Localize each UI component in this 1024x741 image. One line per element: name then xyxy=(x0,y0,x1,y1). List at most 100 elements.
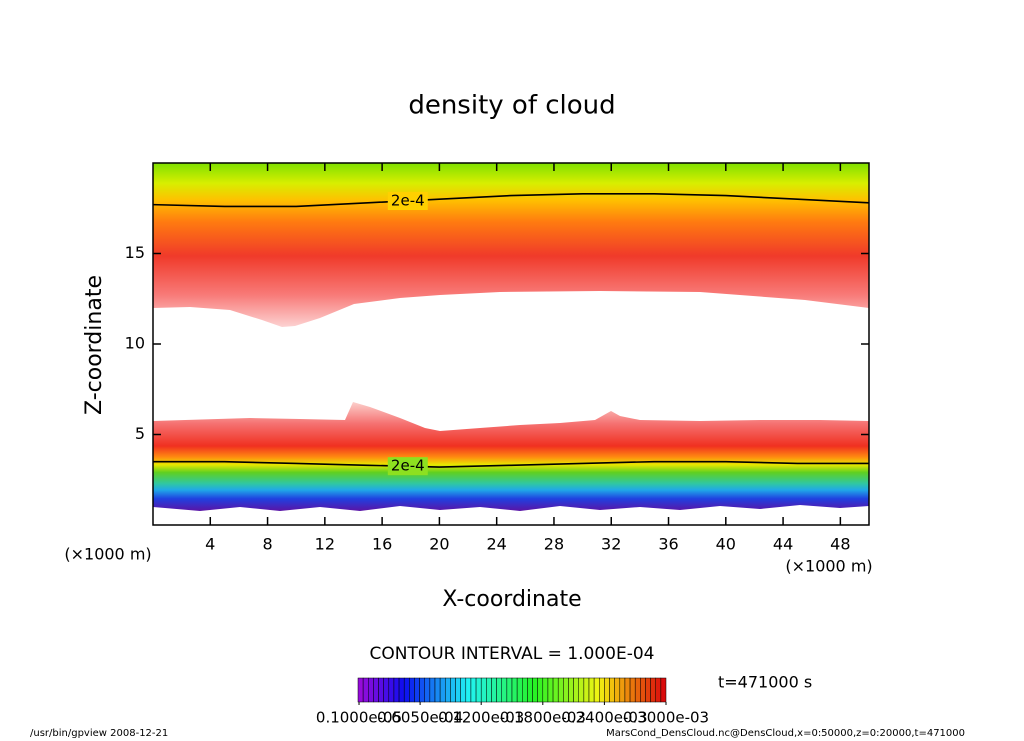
colorbar-cell xyxy=(624,677,631,703)
colorbar-cell xyxy=(573,677,579,703)
colorbar-cell xyxy=(383,677,390,703)
colorbar-cell xyxy=(542,677,549,703)
colorbar-cell xyxy=(604,677,610,703)
colorbar-cell xyxy=(398,677,405,703)
colorbar-cell xyxy=(609,677,615,703)
colorbar-cell xyxy=(599,677,605,703)
colorbar-cell xyxy=(655,677,662,703)
colorbar-tick-label: 0.6050e-04 xyxy=(377,709,463,727)
colorbar-cell xyxy=(629,677,636,703)
colorbar-cell xyxy=(537,677,544,703)
colorbar-cell xyxy=(557,677,564,703)
y-tick-label: 5 xyxy=(135,424,145,443)
colorbar-cell xyxy=(460,677,467,703)
colorbar-cell xyxy=(424,677,431,703)
colorbar-cell xyxy=(491,677,497,703)
colorbar-cell xyxy=(403,677,410,703)
colorbar-cell xyxy=(640,677,646,703)
footer-left: /usr/bin/gpview 2008-12-21 xyxy=(30,728,168,739)
colorbar-cell xyxy=(419,677,425,703)
contour-label-bg xyxy=(387,192,428,211)
y-tick-label: 15 xyxy=(125,243,145,262)
colorbar-cell xyxy=(506,677,513,703)
x-tick-label: 44 xyxy=(773,535,793,554)
footer-right: MarsCond_DensCloud.nc@DensCloud,x=0:5000… xyxy=(606,728,965,739)
x-tick-label: 36 xyxy=(658,535,678,554)
colorbar-cell xyxy=(660,677,667,703)
colorbar-cell xyxy=(645,677,651,703)
colorbar-cell xyxy=(650,677,656,703)
x-tick-label: 16 xyxy=(372,535,392,554)
x-unit-label: (×1000 m) xyxy=(64,545,151,564)
contour-line xyxy=(152,192,870,208)
colorbar-cell xyxy=(429,677,436,703)
colorbar-cell xyxy=(450,677,456,703)
colorbar-cell xyxy=(583,677,590,703)
colorbar-cell xyxy=(388,677,395,703)
colorbar-cell xyxy=(409,677,415,703)
colorbar-tick-label: 0.1000e-05 xyxy=(316,709,402,727)
x-tick-label: 12 xyxy=(315,535,335,554)
contour-label: 2e-4 xyxy=(391,192,425,210)
x-tick-label: 48 xyxy=(830,535,850,554)
colorbar-cell xyxy=(563,677,569,703)
y-axis-label: Z-coordinate xyxy=(82,275,107,415)
colorbar-cell xyxy=(455,677,461,703)
colorbar-cell xyxy=(434,677,441,703)
colorbar-cell xyxy=(414,677,420,703)
x-tick-label: 24 xyxy=(487,535,507,554)
colorbar-cell xyxy=(578,677,585,703)
colorbar-tick-label: 0.1800e-03 xyxy=(500,709,586,727)
colorbar-cell xyxy=(373,677,379,703)
time-label: t=471000 s xyxy=(718,673,812,692)
colorbar-cell xyxy=(480,677,487,703)
x-tick-label: 4 xyxy=(205,535,215,554)
colorbar-cell xyxy=(501,677,508,703)
colorbar-cell xyxy=(496,677,502,703)
x-tick-label: 8 xyxy=(262,535,272,554)
x-axis-label: X-coordinate xyxy=(442,587,581,612)
contour-label: 2e-4 xyxy=(391,457,425,475)
x-tick-label: 20 xyxy=(429,535,449,554)
colorbar-cell xyxy=(368,677,374,703)
colorbar-tick-label: 0.1200e-03 xyxy=(438,709,524,727)
contour-line xyxy=(153,460,869,468)
colorbar-cell xyxy=(593,677,600,703)
contour-label-bg xyxy=(387,457,428,476)
colorbar-tick-label: 0.2400e-03 xyxy=(561,709,647,727)
colorbar-cell xyxy=(378,677,384,703)
colorbar-cell xyxy=(588,677,595,703)
colorbar-cell xyxy=(439,677,446,703)
colorbar-cell xyxy=(445,677,451,703)
chart-title: density of cloud xyxy=(408,91,615,121)
x-tick-label: 28 xyxy=(544,535,564,554)
y-tick-label: 10 xyxy=(125,334,145,353)
x-tick-label: 40 xyxy=(716,535,736,554)
colorbar-cell xyxy=(532,677,538,703)
colorbar-cell xyxy=(465,677,472,703)
colorbar-cell xyxy=(619,677,626,703)
colorbar-cell xyxy=(547,677,554,703)
colorbar-cell xyxy=(357,677,364,703)
colorbar-cell xyxy=(522,677,528,703)
colorbar-cell xyxy=(527,677,533,703)
colorbar-cell xyxy=(486,677,492,703)
colorbar-cell xyxy=(511,677,518,703)
colorbar-cell xyxy=(393,677,400,703)
x-tick-label: 32 xyxy=(601,535,621,554)
colorbar-cell xyxy=(634,677,641,703)
colorbar-cell xyxy=(475,677,482,703)
colorbar-cell xyxy=(470,677,477,703)
colorbar-cell xyxy=(516,677,523,703)
x-unit-label: (×1000 m) xyxy=(785,557,872,576)
colorbar-cell xyxy=(552,677,559,703)
colorbar-tick-label: 0.3000e-03 xyxy=(623,709,709,727)
colorbar-cell xyxy=(362,677,369,703)
colorbar-cell xyxy=(614,677,621,703)
contour-interval: CONTOUR INTERVAL = 1.000E-04 xyxy=(370,644,655,664)
colorbar-cell xyxy=(568,677,574,703)
field-upper xyxy=(153,163,869,327)
field-lower xyxy=(153,402,869,511)
